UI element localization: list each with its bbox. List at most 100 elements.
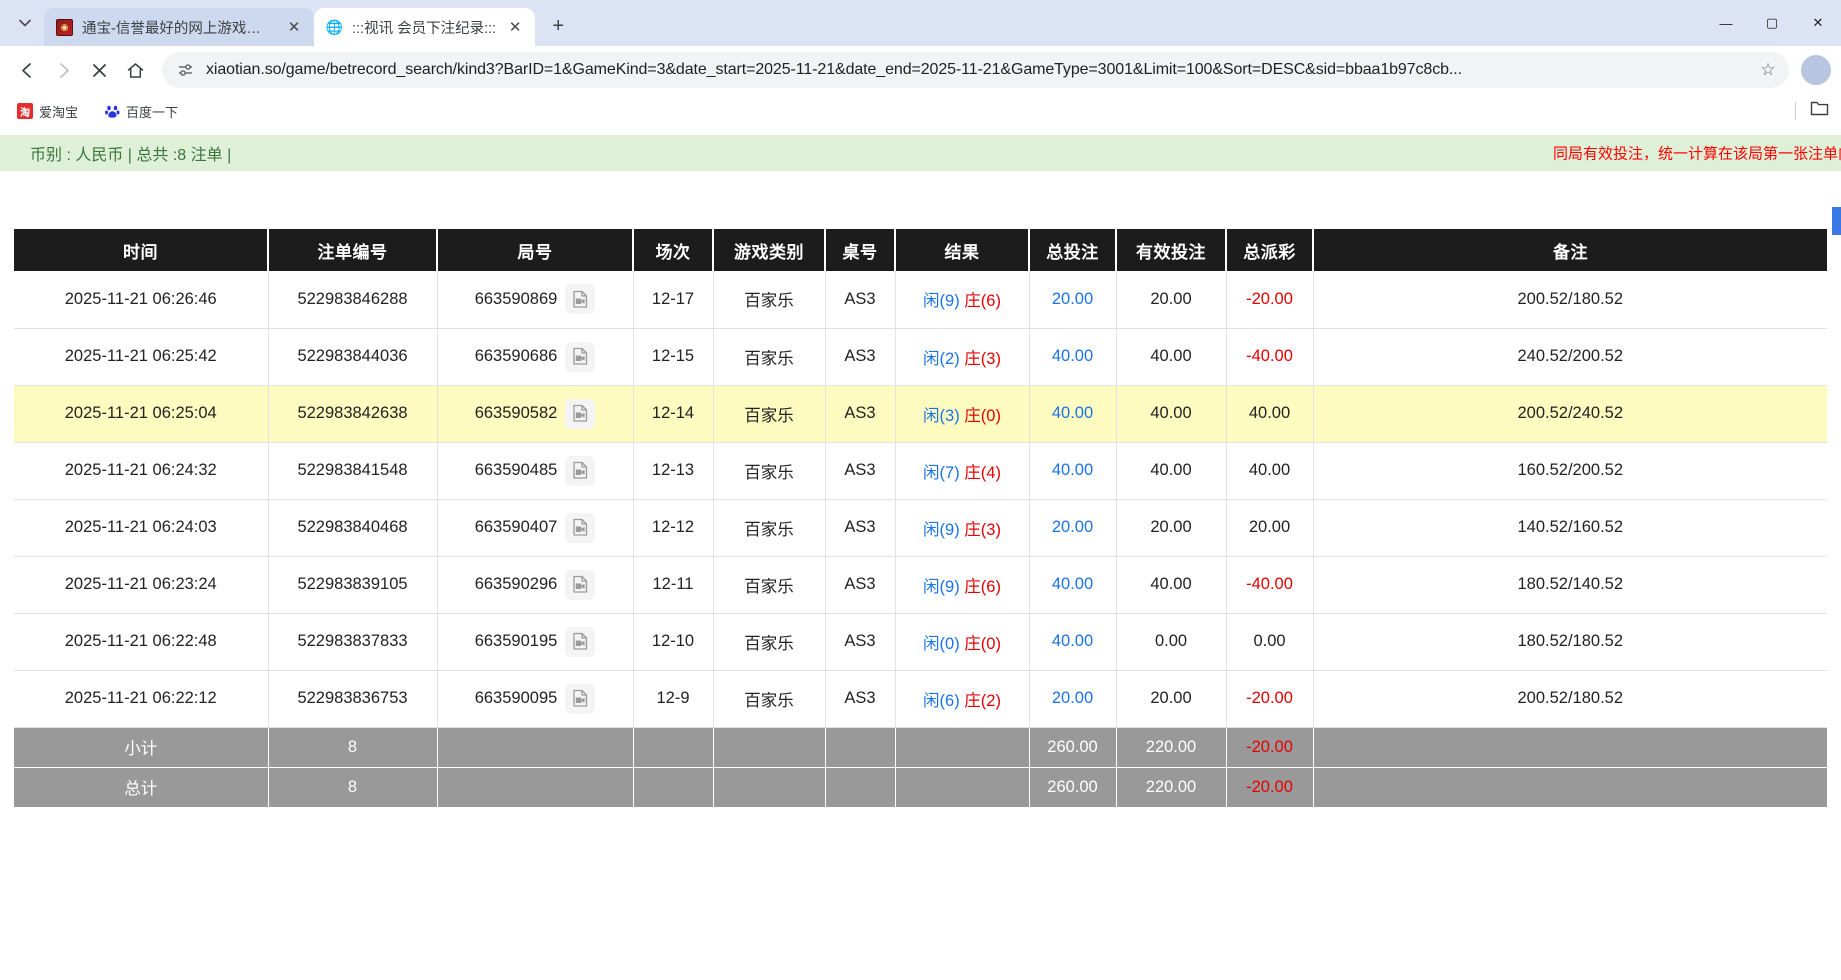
browser-tab-2[interactable]: 🌐 :::视讯 会员下注纪录::: ✕ <box>314 8 536 46</box>
browser-toolbar: xiaotian.so/game/betrecord_search/kind3?… <box>0 46 1841 94</box>
bookmarks-bar: 淘 爱淘宝 百度一下 <box>0 94 1841 128</box>
cell-result: 闲(3) 庄(0) <box>895 385 1030 443</box>
cell-time: 2025-11-21 06:23:24 <box>14 556 269 614</box>
summary-row: 总计 8 260.00 220.00 -20.00 <box>14 767 1827 808</box>
cell-table-no: AS3 <box>825 442 896 500</box>
cell-round-no: 663590485 <box>437 442 634 500</box>
col-header-game-type[interactable]: 游戏类别 <box>713 229 826 271</box>
video-clip-icon[interactable] <box>565 341 596 372</box>
table-row[interactable]: 2025-11-21 06:22:48 522983837833 663590195… <box>14 613 1827 671</box>
col-header-total-bet[interactable]: 总投注 <box>1029 229 1117 271</box>
cell-valid-bet: 40.00 <box>1116 556 1227 614</box>
table-row[interactable]: 2025-11-21 06:23:24 522983839105 663590296… <box>14 556 1827 614</box>
page-settings-icon[interactable] <box>172 57 198 83</box>
cell-order-no: 522983842638 <box>268 385 438 443</box>
bookmark-taobao[interactable]: 淘 爱淘宝 <box>12 99 83 124</box>
cell-total-bet: 20.00 <box>1029 499 1117 557</box>
cell-table-no: AS3 <box>825 556 896 614</box>
cell-round-no: 663590582 <box>437 385 634 443</box>
cell-order-no: 522983844036 <box>268 328 438 386</box>
cell-round-no: 663590296 <box>437 556 634 614</box>
profile-avatar[interactable] <box>1801 55 1831 85</box>
summary-valid-bet: 220.00 <box>1116 727 1227 768</box>
minimize-button[interactable]: — <box>1719 15 1733 31</box>
folder-icon[interactable] <box>1806 98 1833 124</box>
back-icon[interactable] <box>10 53 44 87</box>
col-header-round-no[interactable]: 局号 <box>437 229 634 271</box>
video-clip-icon[interactable] <box>565 569 596 600</box>
tab-close-icon[interactable]: ✕ <box>508 19 522 36</box>
summary-label: 总计 <box>14 767 269 808</box>
bookmark-label: 百度一下 <box>126 104 179 120</box>
cell-remark: 160.52/200.52 <box>1313 442 1827 500</box>
cell-valid-bet: 40.00 <box>1116 385 1227 443</box>
cell-result: 闲(2) 庄(3) <box>895 328 1030 386</box>
cell-session: 12-15 <box>633 328 714 386</box>
video-clip-icon[interactable] <box>565 284 596 315</box>
table-row[interactable]: 2025-11-21 06:25:04 522983842638 663590582… <box>14 385 1827 443</box>
address-bar[interactable]: xiaotian.so/game/betrecord_search/kind3?… <box>162 52 1789 88</box>
video-clip-icon[interactable] <box>565 683 596 714</box>
table-row[interactable]: 2025-11-21 06:24:03 522983840468 663590407… <box>14 499 1827 557</box>
banner-notice: 同局有效投注，统一计算在该局第一张注单内 <box>1552 145 1841 163</box>
bet-records-table-wrap: 时间 注单编号 局号 场次 游戏类别 桌号 结果 总投注 有效投注 总派彩 备注… <box>0 229 1841 808</box>
new-tab-button[interactable]: + <box>552 14 565 37</box>
video-clip-icon[interactable] <box>565 626 596 657</box>
video-clip-icon[interactable] <box>565 455 596 486</box>
browser-tab-1[interactable]: ◉ 通宝-信誉最好的网上游戏平台 ✕ <box>44 8 314 46</box>
col-header-order-no[interactable]: 注单编号 <box>268 229 438 271</box>
tab-search-icon[interactable] <box>10 8 40 38</box>
cell-total-bet: 40.00 <box>1029 556 1117 614</box>
cell-result: 闲(9) 庄(6) <box>895 271 1030 329</box>
video-clip-icon[interactable] <box>565 512 596 543</box>
cell-round-no: 663590407 <box>437 499 634 557</box>
tab-title: 通宝-信誉最好的网上游戏平台 <box>82 20 275 37</box>
col-header-total-payout[interactable]: 总派彩 <box>1226 229 1314 271</box>
window-close-button[interactable]: ✕ <box>1812 15 1824 30</box>
cell-remark: 200.52/180.52 <box>1313 271 1827 329</box>
cell-total-bet: 40.00 <box>1029 385 1117 443</box>
forward-icon[interactable] <box>46 53 80 87</box>
bookmark-baidu[interactable]: 百度一下 <box>99 99 183 124</box>
cell-game-type: 百家乐 <box>713 271 826 329</box>
table-row[interactable]: 2025-11-21 06:22:12 522983836753 663590095… <box>14 670 1827 728</box>
col-header-result[interactable]: 结果 <box>895 229 1030 271</box>
cell-session: 12-12 <box>633 499 714 557</box>
cell-valid-bet: 20.00 <box>1116 670 1227 728</box>
table-body: 2025-11-21 06:26:46 522983846288 663590869… <box>14 271 1827 728</box>
bookmark-star-icon[interactable]: ☆ <box>1760 60 1776 79</box>
divider <box>1795 102 1796 120</box>
cell-session: 12-10 <box>633 613 714 671</box>
stop-loading-icon[interactable] <box>82 53 116 87</box>
video-clip-icon[interactable] <box>565 398 596 429</box>
col-header-time[interactable]: 时间 <box>14 229 269 271</box>
cell-time: 2025-11-21 06:24:03 <box>14 499 269 557</box>
home-icon[interactable] <box>118 53 152 87</box>
cell-total-payout: -20.00 <box>1226 670 1314 728</box>
cell-time: 2025-11-21 06:22:48 <box>14 613 269 671</box>
scroll-indicator[interactable] <box>1832 207 1841 235</box>
window-controls: — ▢ ✕ <box>1703 0 1841 46</box>
cell-order-no: 522983839105 <box>268 556 438 614</box>
cell-remark: 180.52/180.52 <box>1313 613 1827 671</box>
maximize-button[interactable]: ▢ <box>1765 15 1779 30</box>
tab-close-icon[interactable]: ✕ <box>287 19 301 36</box>
col-header-session[interactable]: 场次 <box>633 229 714 271</box>
table-row[interactable]: 2025-11-21 06:24:32 522983841548 663590485… <box>14 442 1827 500</box>
tab-strip: ◉ 通宝-信誉最好的网上游戏平台 ✕ 🌐 :::视讯 会员下注纪录::: ✕ +… <box>0 0 1841 46</box>
col-header-table-no[interactable]: 桌号 <box>825 229 896 271</box>
table-row[interactable]: 2025-11-21 06:25:42 522983844036 663590686… <box>14 328 1827 386</box>
col-header-valid-bet[interactable]: 有效投注 <box>1116 229 1227 271</box>
cell-order-no: 522983841548 <box>268 442 438 500</box>
summary-total-payout: -20.00 <box>1226 727 1314 768</box>
table-row[interactable]: 2025-11-21 06:26:46 522983846288 663590869… <box>14 271 1827 329</box>
cell-table-no: AS3 <box>825 328 896 386</box>
cell-result: 闲(7) 庄(4) <box>895 442 1030 500</box>
cell-result: 闲(6) 庄(2) <box>895 670 1030 728</box>
cell-time: 2025-11-21 06:24:32 <box>14 442 269 500</box>
cell-round-no: 663590195 <box>437 613 634 671</box>
col-header-remark[interactable]: 备注 <box>1313 229 1827 271</box>
cell-table-no: AS3 <box>825 499 896 557</box>
url-text[interactable]: xiaotian.so/game/betrecord_search/kind3?… <box>206 61 1462 78</box>
